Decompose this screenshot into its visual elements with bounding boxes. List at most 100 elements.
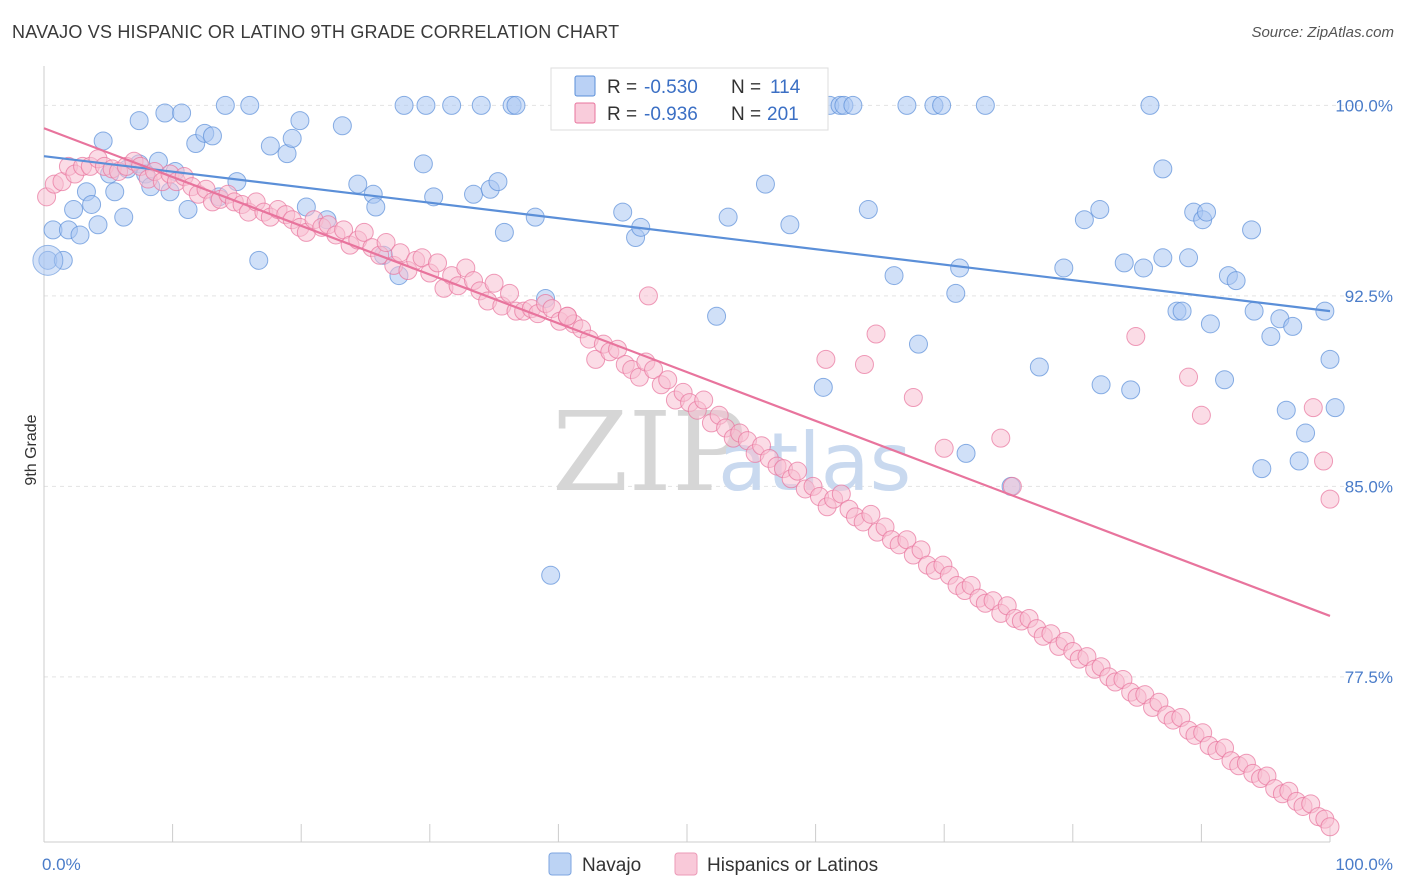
series-hispanics (37, 149, 1340, 837)
data-point (484, 273, 504, 293)
data-point (788, 461, 808, 481)
data-point (813, 377, 833, 397)
data-point (1179, 248, 1199, 268)
legend-n-value-navajo: 114 (770, 77, 801, 98)
data-point (780, 215, 800, 235)
data-point (249, 250, 269, 270)
data-point (858, 200, 878, 220)
data-point (428, 253, 448, 273)
data-point (215, 95, 235, 115)
data-point (1090, 200, 1110, 220)
data-point (718, 207, 738, 227)
legend-swatch-navajo (574, 75, 596, 97)
data-point (1191, 405, 1211, 425)
data-point (557, 306, 577, 326)
data-point (88, 215, 108, 235)
data-point (500, 283, 520, 303)
data-point (240, 95, 260, 115)
data-point (1276, 400, 1296, 420)
data-point (991, 428, 1011, 448)
data-point (1074, 210, 1094, 230)
legend-n-label-navajo: N = (731, 77, 761, 98)
data-point (413, 154, 433, 174)
data-point (1172, 301, 1192, 321)
data-point (658, 370, 678, 390)
legend-r-value-hispanics: -0.936 (644, 104, 698, 125)
data-point (1244, 301, 1264, 321)
data-point (1140, 95, 1160, 115)
y-tick-label: 77.5% (1345, 668, 1393, 687)
data-point (1134, 258, 1154, 278)
data-point (442, 95, 462, 115)
stats-legend-box (550, 67, 829, 131)
data-point (1314, 451, 1334, 471)
data-point (282, 128, 302, 148)
x-tick-label: 100.0% (1335, 855, 1393, 874)
data-point (861, 504, 881, 524)
data-point (694, 390, 714, 410)
data-point (471, 95, 491, 115)
y-tick-labels: 77.5% 85.0% 92.5% 100.0% (1335, 96, 1393, 687)
x-tick-labels: 0.0% 100.0% (42, 855, 1393, 874)
data-point (1252, 459, 1272, 479)
data-point (1320, 817, 1340, 837)
y-tick-label: 100.0% (1335, 96, 1393, 115)
data-point (1029, 357, 1049, 377)
data-point (1126, 327, 1146, 347)
data-point (260, 136, 280, 156)
data-point (1197, 202, 1217, 222)
legend-r-value-navajo: -0.530 (644, 77, 698, 98)
data-point (1226, 271, 1246, 291)
data-point (70, 225, 90, 245)
data-point (1325, 398, 1345, 418)
y-tick-label: 92.5% (1345, 287, 1393, 306)
data-point (114, 207, 134, 227)
data-point (64, 200, 84, 220)
data-point (541, 565, 561, 585)
data-point (155, 103, 175, 123)
legend-r-label-hispanics: R = (607, 104, 637, 125)
data-point (854, 354, 874, 374)
legend-n-label-hispanics: N = (731, 104, 761, 125)
data-point (376, 233, 396, 253)
y-axis-label: 9th Grade (23, 414, 40, 485)
data-point (390, 243, 410, 263)
data-point (831, 484, 851, 504)
data-point (290, 111, 310, 131)
data-point (1303, 398, 1323, 418)
data-point (1242, 220, 1262, 240)
data-point (354, 222, 374, 242)
bottom-legend-swatch-hispanics (674, 852, 698, 876)
data-point (1091, 375, 1111, 395)
x-tick-label: 0.0% (42, 855, 81, 874)
data-point (506, 95, 526, 115)
chart-title: NAVAJO VS HISPANIC OR LATINO 9TH GRADE C… (12, 22, 620, 42)
data-point (1121, 380, 1141, 400)
data-point (843, 95, 863, 115)
data-point (1215, 370, 1235, 390)
watermark: ZIP atlas (552, 388, 911, 516)
data-point (1283, 316, 1303, 336)
bottom-legend-swatch-navajo (548, 852, 572, 876)
trend-line (43, 127, 1331, 617)
data-point (884, 266, 904, 286)
bottom-legend-label-hispanics: Hispanics or Latinos (707, 855, 878, 876)
data-point (956, 443, 976, 463)
trend-line (43, 155, 1331, 313)
data-point (424, 187, 444, 207)
data-point (932, 95, 952, 115)
source-note: Source: ZipAtlas.com (1251, 24, 1394, 41)
data-point (332, 116, 352, 136)
data-point (32, 244, 64, 276)
data-point (366, 197, 386, 217)
data-point (1261, 327, 1281, 347)
data-point (494, 222, 514, 242)
data-point (178, 200, 198, 220)
data-point (903, 388, 923, 407)
data-point (897, 95, 917, 115)
data-point (394, 95, 414, 115)
data-point (82, 194, 102, 214)
data-point (934, 438, 954, 458)
data-point (613, 202, 633, 222)
